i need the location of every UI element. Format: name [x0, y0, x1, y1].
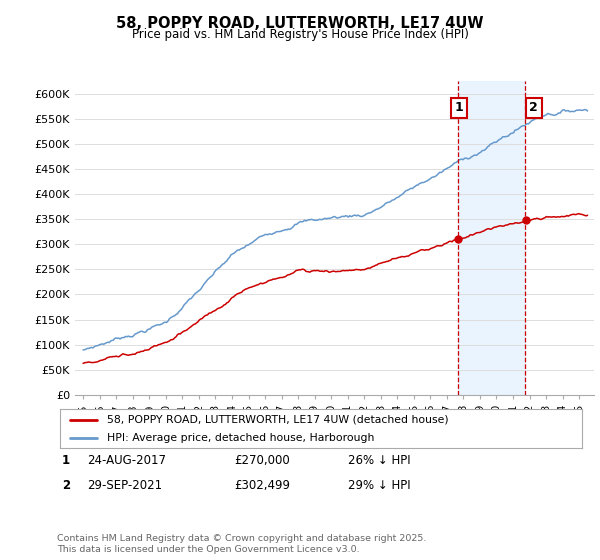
Text: £270,000: £270,000 — [234, 454, 290, 467]
Text: 2: 2 — [529, 101, 538, 114]
Text: 29% ↓ HPI: 29% ↓ HPI — [348, 479, 410, 492]
Text: 58, POPPY ROAD, LUTTERWORTH, LE17 4UW: 58, POPPY ROAD, LUTTERWORTH, LE17 4UW — [116, 16, 484, 31]
Text: £302,499: £302,499 — [234, 479, 290, 492]
Text: Contains HM Land Registry data © Crown copyright and database right 2025.
This d: Contains HM Land Registry data © Crown c… — [57, 534, 427, 554]
Bar — [458, 81, 526, 395]
Text: 24-AUG-2017: 24-AUG-2017 — [87, 454, 166, 467]
Text: HPI: Average price, detached house, Harborough: HPI: Average price, detached house, Harb… — [107, 433, 374, 443]
Text: 58, POPPY ROAD, LUTTERWORTH, LE17 4UW (detached house): 58, POPPY ROAD, LUTTERWORTH, LE17 4UW (d… — [107, 415, 449, 425]
Text: 2: 2 — [62, 479, 70, 492]
Text: 26% ↓ HPI: 26% ↓ HPI — [348, 454, 410, 467]
Text: 1: 1 — [455, 101, 464, 114]
Text: 1: 1 — [62, 454, 70, 467]
Text: Price paid vs. HM Land Registry's House Price Index (HPI): Price paid vs. HM Land Registry's House … — [131, 28, 469, 41]
Text: 29-SEP-2021: 29-SEP-2021 — [87, 479, 162, 492]
